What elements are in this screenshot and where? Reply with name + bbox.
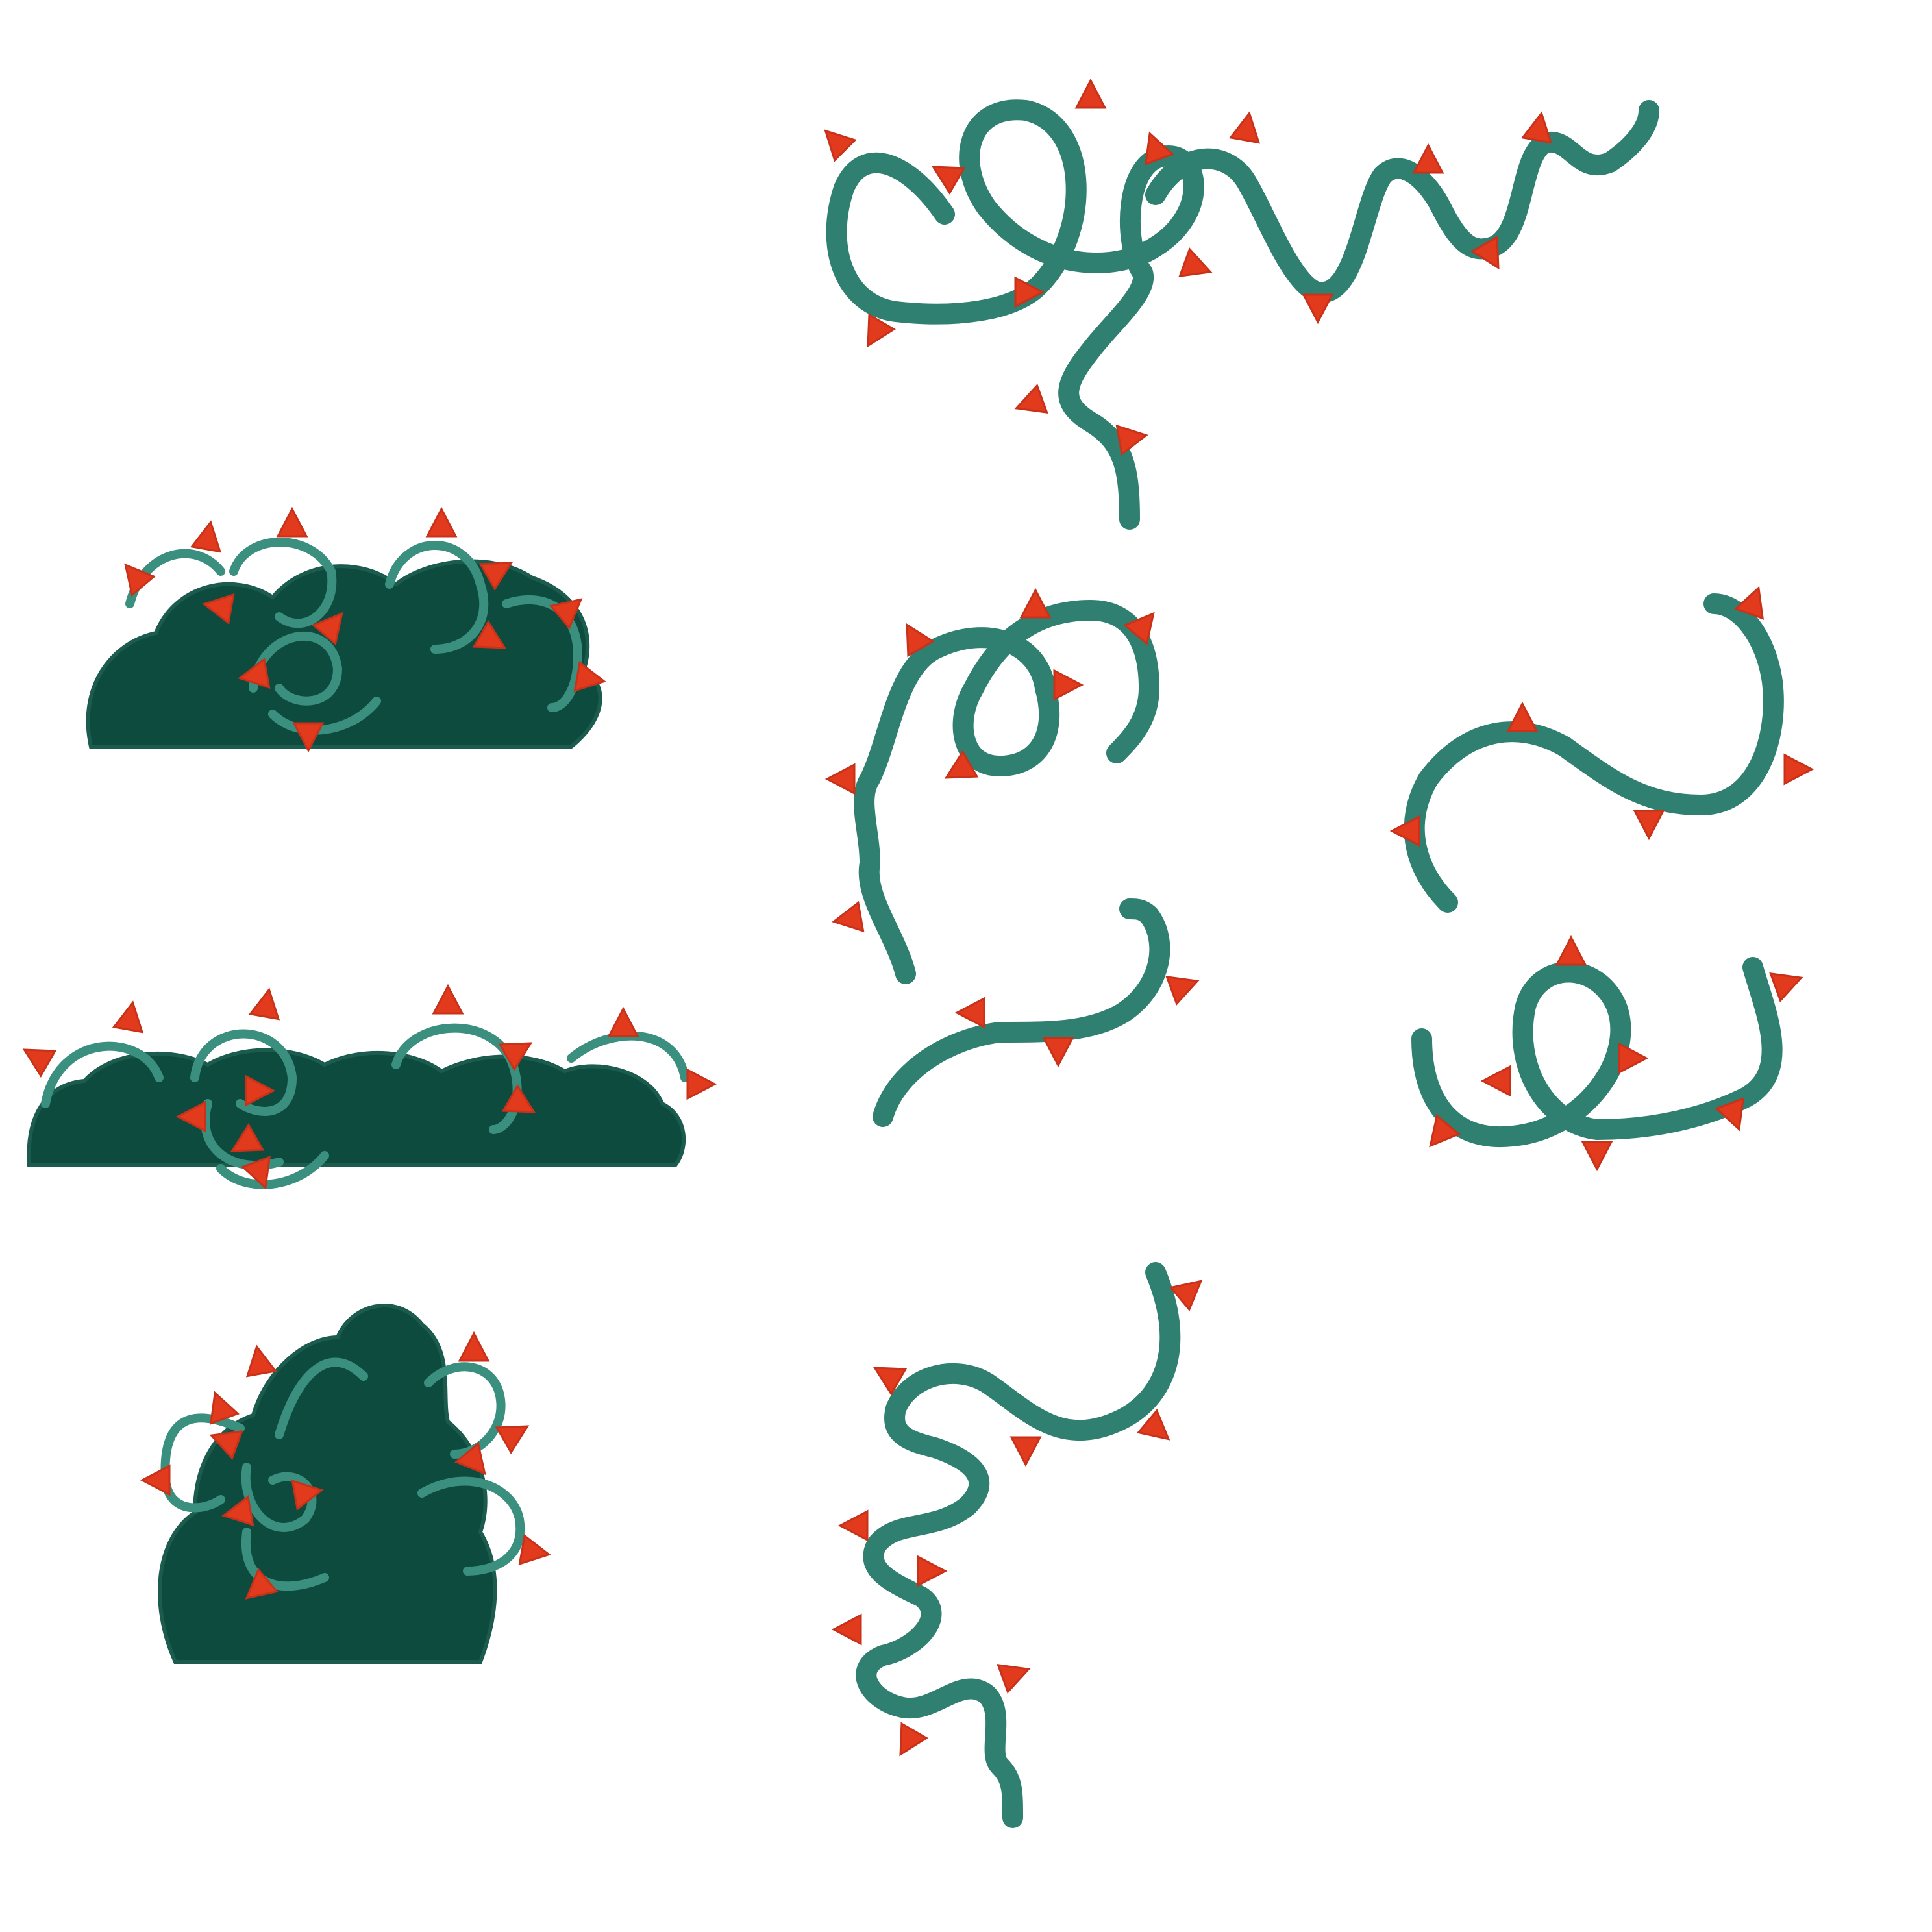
thorn (832, 1614, 862, 1645)
thorn (1555, 936, 1587, 966)
vine-stroke (854, 600, 1159, 984)
thorn (1178, 248, 1217, 287)
thorn (141, 1465, 171, 1496)
vine-spiral (826, 589, 1166, 984)
thorn (1170, 1269, 1211, 1311)
vine-thorns (814, 79, 1557, 455)
vine-stroke (1404, 593, 1784, 913)
thorn (113, 999, 148, 1034)
thorn (956, 997, 985, 1028)
bush-tall-round (141, 1304, 552, 1664)
thorn (887, 1722, 928, 1763)
thorn (1507, 702, 1538, 732)
thorn (1020, 589, 1051, 619)
vine-loop (1411, 936, 1807, 1170)
thorn (1633, 810, 1665, 839)
vine-thorns (832, 1269, 1211, 1763)
thorn (1115, 420, 1150, 455)
vine-stroke (1411, 957, 1783, 1148)
bush-body (158, 1304, 497, 1664)
vine-stroke (826, 99, 1204, 530)
thorn (1413, 144, 1444, 174)
thorn (1075, 79, 1106, 109)
thorn (1053, 669, 1083, 700)
thorn (113, 554, 155, 596)
thorn (814, 119, 856, 162)
thorn (1230, 110, 1265, 144)
thorn (839, 1510, 869, 1541)
thorn (1481, 1065, 1511, 1096)
vine-zigzag (832, 1262, 1211, 1828)
bush-body (86, 559, 602, 749)
thorn (1043, 1037, 1074, 1067)
bush-body (27, 1048, 686, 1167)
bush-long-flat (16, 985, 716, 1194)
thorn (432, 985, 464, 1015)
thorn (518, 1535, 552, 1570)
vine-stroke (873, 898, 1170, 1127)
thorn (458, 1332, 489, 1362)
thorn (1010, 1436, 1041, 1466)
thorn (242, 1343, 277, 1378)
vine-long-looped (814, 79, 1659, 530)
vine-s-curve (1391, 582, 1813, 913)
thorn (426, 508, 457, 538)
thorn (997, 1654, 1035, 1693)
vine-stroke (1145, 100, 1659, 303)
bush-vines (125, 538, 583, 735)
thorn (1581, 1141, 1613, 1170)
thorn (826, 763, 856, 795)
thorn (191, 519, 226, 553)
thorn (686, 1069, 716, 1100)
vine-thorns (956, 966, 1204, 1067)
vine-short-curve (873, 898, 1204, 1127)
thorn (277, 508, 308, 538)
vine-stroke (856, 1262, 1181, 1828)
thorn (1302, 293, 1333, 323)
thorn (1618, 1043, 1648, 1074)
thorn (1783, 754, 1813, 785)
thorn (16, 1036, 56, 1077)
thorn (830, 902, 865, 937)
thorn (608, 1008, 639, 1037)
bush-small-wide (86, 508, 608, 752)
thorn (1010, 384, 1048, 423)
thorn (917, 1555, 947, 1587)
thorn (1165, 966, 1204, 1005)
thorn (249, 986, 284, 1021)
thorn (1769, 963, 1807, 1002)
